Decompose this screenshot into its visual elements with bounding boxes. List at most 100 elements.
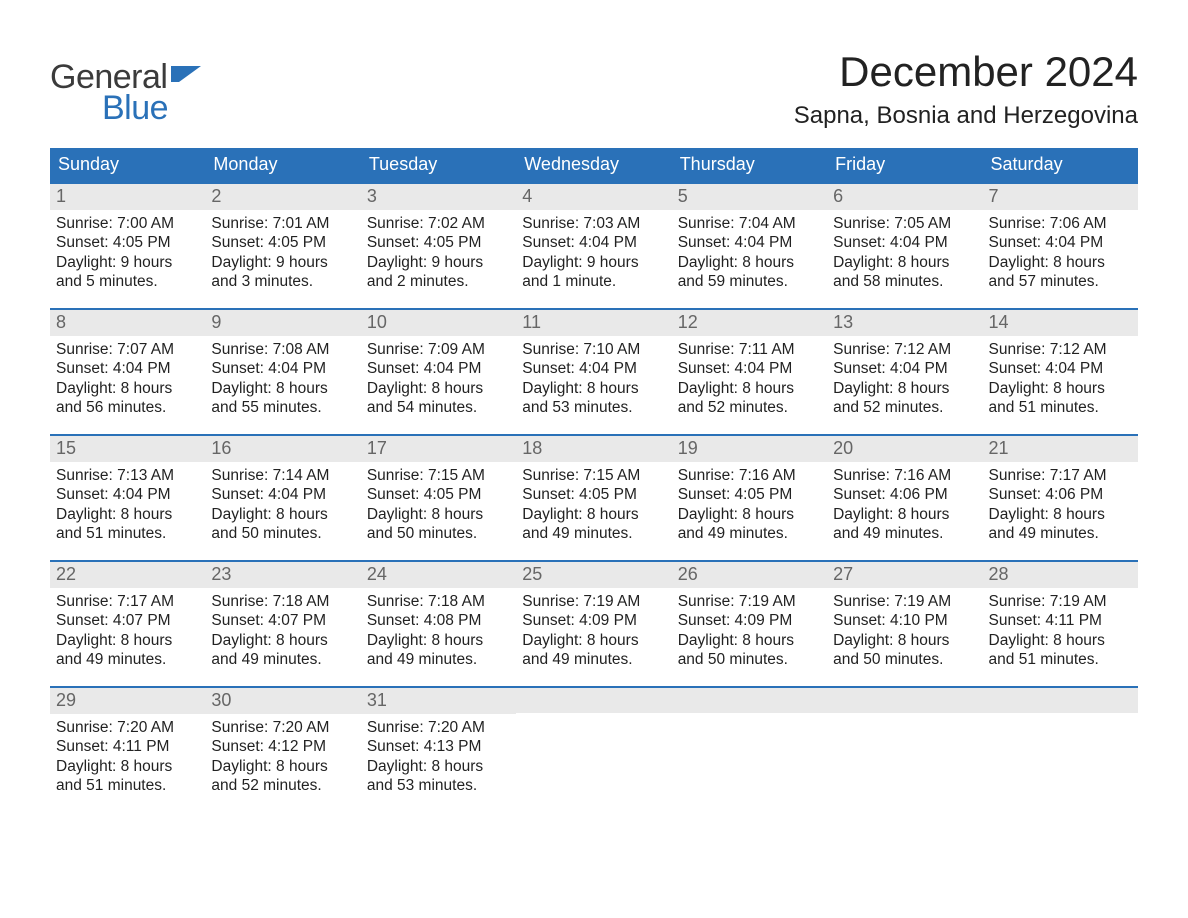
- day-number: 20: [827, 436, 982, 462]
- day-cell: 8Sunrise: 7:07 AMSunset: 4:04 PMDaylight…: [50, 310, 205, 434]
- day-cell: 1Sunrise: 7:00 AMSunset: 4:05 PMDaylight…: [50, 184, 205, 308]
- day-cell: 26Sunrise: 7:19 AMSunset: 4:09 PMDayligh…: [672, 562, 827, 686]
- day-details: Sunrise: 7:11 AMSunset: 4:04 PMDaylight:…: [672, 336, 827, 424]
- day-number: 23: [205, 562, 360, 588]
- day-details: Sunrise: 7:05 AMSunset: 4:04 PMDaylight:…: [827, 210, 982, 298]
- day-sunrise: Sunrise: 7:00 AM: [56, 214, 199, 233]
- day-cell: [983, 688, 1138, 812]
- day-cell: 18Sunrise: 7:15 AMSunset: 4:05 PMDayligh…: [516, 436, 671, 560]
- day-number: 24: [361, 562, 516, 588]
- day-details: Sunrise: 7:19 AMSunset: 4:11 PMDaylight:…: [983, 588, 1138, 676]
- day-d2: and 59 minutes.: [678, 272, 821, 291]
- day-d2: and 57 minutes.: [989, 272, 1132, 291]
- day-number: 14: [983, 310, 1138, 336]
- day-d1: Daylight: 8 hours: [989, 631, 1132, 650]
- day-number: 2: [205, 184, 360, 210]
- brand-word2: Blue: [102, 89, 205, 128]
- day-sunset: Sunset: 4:04 PM: [678, 359, 821, 378]
- month-title: December 2024: [794, 48, 1138, 96]
- day-sunset: Sunset: 4:04 PM: [989, 233, 1132, 252]
- day-d2: and 50 minutes.: [211, 524, 354, 543]
- day-d1: Daylight: 8 hours: [522, 379, 665, 398]
- week-row: 8Sunrise: 7:07 AMSunset: 4:04 PMDaylight…: [50, 308, 1138, 434]
- day-d1: Daylight: 8 hours: [833, 631, 976, 650]
- day-d1: Daylight: 9 hours: [522, 253, 665, 272]
- day-sunset: Sunset: 4:04 PM: [367, 359, 510, 378]
- day-sunrise: Sunrise: 7:19 AM: [678, 592, 821, 611]
- day-d1: Daylight: 8 hours: [211, 505, 354, 524]
- day-number: 16: [205, 436, 360, 462]
- day-d2: and 3 minutes.: [211, 272, 354, 291]
- brand-logo: General Blue: [50, 48, 205, 128]
- day-cell: [516, 688, 671, 812]
- day-details: Sunrise: 7:20 AMSunset: 4:12 PMDaylight:…: [205, 714, 360, 802]
- day-number: 28: [983, 562, 1138, 588]
- day-cell: 9Sunrise: 7:08 AMSunset: 4:04 PMDaylight…: [205, 310, 360, 434]
- day-d1: Daylight: 8 hours: [367, 379, 510, 398]
- week-row: 29Sunrise: 7:20 AMSunset: 4:11 PMDayligh…: [50, 686, 1138, 812]
- day-number: 27: [827, 562, 982, 588]
- day-sunrise: Sunrise: 7:10 AM: [522, 340, 665, 359]
- day-d2: and 51 minutes.: [989, 650, 1132, 669]
- day-sunset: Sunset: 4:04 PM: [522, 359, 665, 378]
- day-d1: Daylight: 8 hours: [989, 505, 1132, 524]
- day-d2: and 1 minute.: [522, 272, 665, 291]
- day-cell: 30Sunrise: 7:20 AMSunset: 4:12 PMDayligh…: [205, 688, 360, 812]
- day-details: Sunrise: 7:15 AMSunset: 4:05 PMDaylight:…: [361, 462, 516, 550]
- day-details: Sunrise: 7:19 AMSunset: 4:09 PMDaylight:…: [672, 588, 827, 676]
- day-sunrise: Sunrise: 7:14 AM: [211, 466, 354, 485]
- day-sunrise: Sunrise: 7:18 AM: [211, 592, 354, 611]
- day-number: 25: [516, 562, 671, 588]
- day-details: Sunrise: 7:16 AMSunset: 4:05 PMDaylight:…: [672, 462, 827, 550]
- day-cell: 11 Sunrise: 7:10 AMSunset: 4:04 PMDayligh…: [516, 310, 671, 434]
- week-row: 15Sunrise: 7:13 AMSunset: 4:04 PMDayligh…: [50, 434, 1138, 560]
- day-number: 29: [50, 688, 205, 714]
- day-d1: Daylight: 8 hours: [56, 757, 199, 776]
- dow-wednesday: Wednesday: [516, 148, 671, 182]
- day-number: 15: [50, 436, 205, 462]
- day-cell: 2Sunrise: 7:01 AMSunset: 4:05 PMDaylight…: [205, 184, 360, 308]
- day-details: Sunrise: 7:20 AMSunset: 4:13 PMDaylight:…: [361, 714, 516, 802]
- dow-saturday: Saturday: [983, 148, 1138, 182]
- day-details: Sunrise: 7:12 AMSunset: 4:04 PMDaylight:…: [827, 336, 982, 424]
- day-cell: 12Sunrise: 7:11 AMSunset: 4:04 PMDayligh…: [672, 310, 827, 434]
- day-details: Sunrise: 7:03 AMSunset: 4:04 PMDaylight:…: [516, 210, 671, 298]
- day-d2: and 50 minutes.: [367, 524, 510, 543]
- day-sunrise: Sunrise: 7:19 AM: [522, 592, 665, 611]
- day-sunrise: Sunrise: 7:03 AM: [522, 214, 665, 233]
- day-details: Sunrise: 7:14 AMSunset: 4:04 PMDaylight:…: [205, 462, 360, 550]
- week-row: 1Sunrise: 7:00 AMSunset: 4:05 PMDaylight…: [50, 182, 1138, 308]
- day-cell: 15Sunrise: 7:13 AMSunset: 4:04 PMDayligh…: [50, 436, 205, 560]
- day-number: 6: [827, 184, 982, 210]
- day-d2: and 49 minutes.: [367, 650, 510, 669]
- day-details: Sunrise: 7:13 AMSunset: 4:04 PMDaylight:…: [50, 462, 205, 550]
- day-d2: and 50 minutes.: [833, 650, 976, 669]
- day-sunrise: Sunrise: 7:05 AM: [833, 214, 976, 233]
- day-of-week-header: Sunday Monday Tuesday Wednesday Thursday…: [50, 148, 1138, 182]
- day-d1: Daylight: 9 hours: [56, 253, 199, 272]
- day-d1: Daylight: 8 hours: [211, 379, 354, 398]
- day-d1: Daylight: 8 hours: [678, 379, 821, 398]
- day-d2: and 51 minutes.: [56, 524, 199, 543]
- day-d2: and 53 minutes.: [522, 398, 665, 417]
- day-sunrise: Sunrise: 7:19 AM: [989, 592, 1132, 611]
- day-cell: 20Sunrise: 7:16 AMSunset: 4:06 PMDayligh…: [827, 436, 982, 560]
- calendar-page: General Blue December 2024 Sapna, Bosnia…: [0, 0, 1188, 852]
- day-number: 21: [983, 436, 1138, 462]
- day-sunset: Sunset: 4:09 PM: [678, 611, 821, 630]
- day-cell: 22Sunrise: 7:17 AMSunset: 4:07 PMDayligh…: [50, 562, 205, 686]
- day-cell: 4Sunrise: 7:03 AMSunset: 4:04 PMDaylight…: [516, 184, 671, 308]
- day-sunrise: Sunrise: 7:20 AM: [211, 718, 354, 737]
- day-number: 11: [516, 310, 671, 336]
- day-d1: Daylight: 8 hours: [56, 379, 199, 398]
- day-number: [672, 688, 827, 713]
- day-number: [516, 688, 671, 713]
- day-sunrise: Sunrise: 7:11 AM: [678, 340, 821, 359]
- day-sunrise: Sunrise: 7:02 AM: [367, 214, 510, 233]
- day-sunrise: Sunrise: 7:13 AM: [56, 466, 199, 485]
- day-sunrise: Sunrise: 7:09 AM: [367, 340, 510, 359]
- day-number: 17: [361, 436, 516, 462]
- day-sunrise: Sunrise: 7:01 AM: [211, 214, 354, 233]
- day-d1: Daylight: 8 hours: [522, 631, 665, 650]
- day-sunset: Sunset: 4:12 PM: [211, 737, 354, 756]
